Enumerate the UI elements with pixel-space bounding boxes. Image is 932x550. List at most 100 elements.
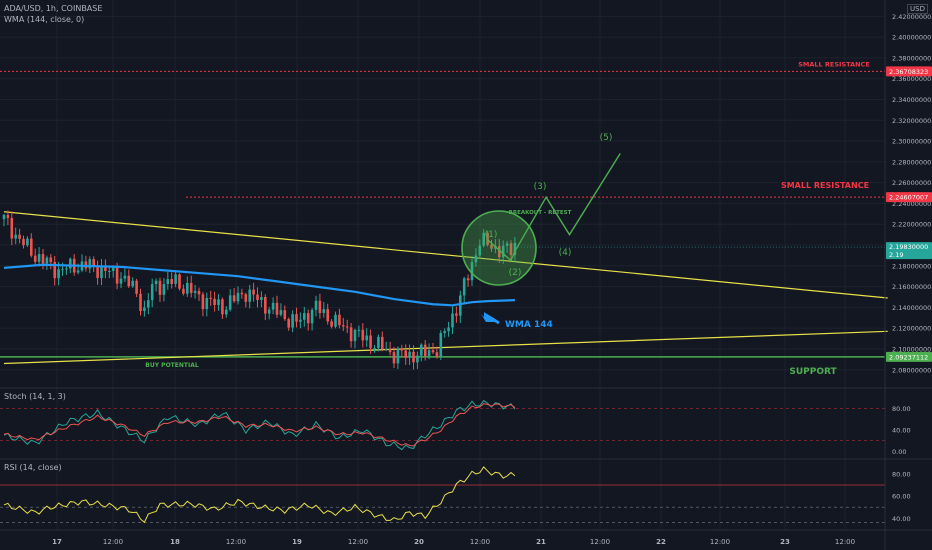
- candle-body[interactable]: [33, 255, 37, 262]
- rsi-indicator-label[interactable]: RSI (14, close): [4, 463, 62, 472]
- candle-body[interactable]: [279, 310, 283, 315]
- candle-body[interactable]: [143, 307, 146, 311]
- candle-body[interactable]: [271, 302, 275, 310]
- candle-body[interactable]: [166, 279, 170, 284]
- candle-body[interactable]: [369, 335, 372, 349]
- candle-body[interactable]: [69, 258, 72, 269]
- candle-body[interactable]: [377, 336, 380, 349]
- stoch-k-line[interactable]: [3, 399, 516, 451]
- candle-body[interactable]: [108, 270, 111, 272]
- candle-body[interactable]: [404, 350, 407, 358]
- candle-body[interactable]: [264, 297, 267, 314]
- candle-body[interactable]: [205, 297, 209, 310]
- candle-body[interactable]: [505, 243, 509, 246]
- candle-body[interactable]: [388, 348, 392, 353]
- candle-body[interactable]: [209, 297, 212, 299]
- candle-body[interactable]: [501, 245, 505, 258]
- candle-body[interactable]: [158, 280, 162, 295]
- candle-body[interactable]: [14, 234, 17, 239]
- candle-body[interactable]: [490, 244, 493, 249]
- candle-body[interactable]: [303, 313, 306, 320]
- candle-body[interactable]: [365, 335, 368, 341]
- candle-body[interactable]: [427, 350, 431, 356]
- candle-body[interactable]: [275, 302, 279, 315]
- candle-body[interactable]: [139, 293, 142, 311]
- candle-body[interactable]: [111, 266, 115, 271]
- candle-body[interactable]: [498, 246, 501, 258]
- candle-body[interactable]: [326, 309, 329, 322]
- candle-body[interactable]: [88, 259, 92, 269]
- candle-body[interactable]: [18, 234, 21, 239]
- candle-body[interactable]: [92, 259, 95, 267]
- candle-body[interactable]: [240, 292, 244, 295]
- candle-body[interactable]: [353, 329, 357, 342]
- candle-body[interactable]: [295, 314, 298, 322]
- candle-body[interactable]: [420, 344, 423, 356]
- price-pane[interactable]: SMALL RESISTANCE SMALL RESISTANCE SUPPORT (…: [0, 60, 888, 377]
- candle-body[interactable]: [30, 238, 33, 256]
- candle-body[interactable]: [232, 295, 236, 302]
- candle-body[interactable]: [260, 297, 263, 301]
- candle-body[interactable]: [10, 217, 14, 239]
- candle-body[interactable]: [2, 214, 6, 220]
- candle-body[interactable]: [104, 266, 107, 271]
- candle-body[interactable]: [400, 348, 404, 351]
- wma-indicator-label[interactable]: WMA (144, close, 0): [4, 15, 85, 24]
- candle-body[interactable]: [100, 266, 103, 279]
- stoch-d-line[interactable]: [3, 403, 516, 447]
- candle-body[interactable]: [131, 280, 134, 287]
- candle-body[interactable]: [186, 283, 189, 294]
- candle-body[interactable]: [201, 294, 205, 310]
- candle-body[interactable]: [439, 333, 443, 357]
- candle-body[interactable]: [147, 300, 150, 308]
- candle-body[interactable]: [299, 319, 302, 322]
- candle-body[interactable]: [443, 331, 446, 334]
- candle-body[interactable]: [513, 242, 517, 256]
- candle-body[interactable]: [416, 355, 419, 363]
- candle-body[interactable]: [53, 262, 56, 279]
- candle-body[interactable]: [342, 325, 345, 327]
- candle-body[interactable]: [431, 350, 435, 353]
- candle-body[interactable]: [466, 278, 470, 281]
- candle-body[interactable]: [267, 309, 271, 314]
- candle-body[interactable]: [334, 314, 337, 327]
- candle-body[interactable]: [482, 232, 485, 246]
- candle-body[interactable]: [345, 326, 349, 328]
- candle-body[interactable]: [314, 300, 318, 310]
- candle-body[interactable]: [150, 284, 154, 301]
- candle-body[interactable]: [447, 327, 450, 332]
- elliott-wave-projection[interactable]: [487, 153, 621, 262]
- candle-body[interactable]: [381, 336, 384, 350]
- candle-body[interactable]: [306, 313, 310, 324]
- candle-body[interactable]: [287, 319, 290, 328]
- candle-body[interactable]: [455, 313, 458, 316]
- candle-body[interactable]: [213, 298, 216, 305]
- candle-body[interactable]: [45, 257, 49, 264]
- stoch-indicator-label[interactable]: Stoch (14, 1, 3): [4, 392, 66, 401]
- candle-body[interactable]: [412, 351, 415, 363]
- candle-body[interactable]: [423, 344, 427, 356]
- candle-body[interactable]: [408, 351, 411, 358]
- candle-body[interactable]: [310, 309, 314, 324]
- stoch-pane[interactable]: [0, 399, 885, 451]
- candle-body[interactable]: [459, 295, 462, 316]
- currency-label[interactable]: USD: [907, 4, 928, 14]
- candle-body[interactable]: [392, 352, 396, 364]
- candle-body[interactable]: [462, 278, 466, 296]
- candle-body[interactable]: [22, 238, 25, 246]
- candle-body[interactable]: [57, 269, 60, 279]
- candle-body[interactable]: [322, 309, 326, 314]
- candle-body[interactable]: [189, 283, 193, 293]
- candle-body[interactable]: [221, 299, 224, 315]
- candle-body[interactable]: [435, 352, 439, 357]
- candle-body[interactable]: [478, 245, 482, 256]
- candle-body[interactable]: [228, 295, 232, 310]
- candle-body[interactable]: [127, 275, 131, 287]
- candle-body[interactable]: [61, 269, 64, 271]
- candle-body[interactable]: [256, 294, 259, 301]
- candle-body[interactable]: [37, 254, 41, 262]
- ascending-trendline[interactable]: [3, 330, 888, 365]
- candle-body[interactable]: [178, 274, 181, 289]
- candle-body[interactable]: [509, 243, 513, 256]
